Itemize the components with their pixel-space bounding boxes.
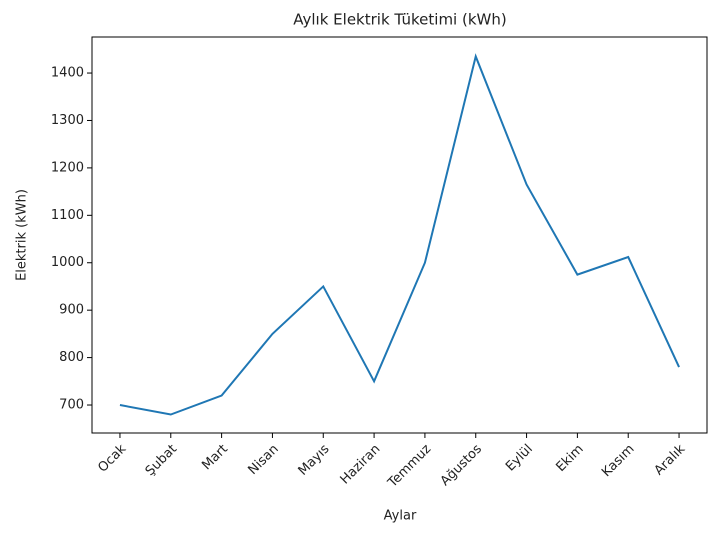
y-tick-label: 1400	[51, 66, 84, 81]
plot-frame	[91, 36, 708, 434]
y-tick-label: 1100	[51, 208, 84, 223]
y-tick-label: 1300	[51, 113, 84, 128]
y-tick-label: 1000	[51, 255, 84, 270]
y-tick-label: 1200	[51, 160, 84, 175]
chart-title: Aylık Elektrik Tüketimi (kWh)	[293, 11, 506, 29]
line-series	[119, 53, 680, 416]
y-tick-label: 900	[59, 303, 84, 318]
y-tick-label: 800	[59, 350, 84, 365]
y-axis-label: Elektrik (kWh)	[15, 189, 30, 281]
x-axis-label: Aylar	[384, 509, 417, 524]
y-tick-label: 700	[59, 398, 84, 413]
